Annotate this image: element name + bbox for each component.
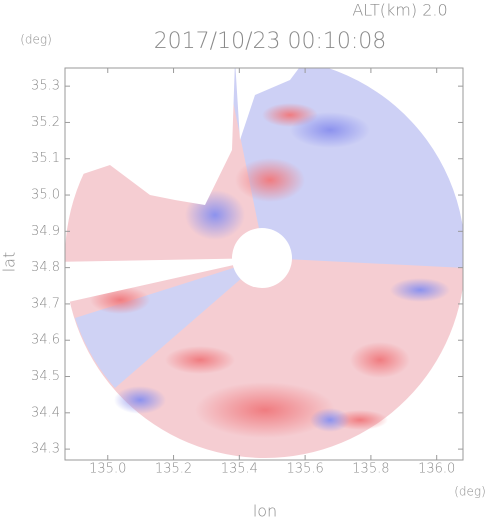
x-axis-label: lon <box>253 502 277 521</box>
chart-title: 2017/10/23 00:10:08 <box>154 29 387 54</box>
radar-echo <box>195 382 335 438</box>
radar-echo <box>165 346 235 374</box>
y-tick-label: 34.9 <box>31 224 60 239</box>
altitude-label: ALT(km) 2.0 <box>352 1 447 20</box>
radar-lower-left <box>75 258 265 388</box>
radar-center <box>232 228 292 288</box>
radar-gap <box>65 258 265 303</box>
y-unit: (deg) <box>20 33 52 47</box>
y-axis-label: lat <box>0 252 19 273</box>
x-tick-label: 135.0 <box>89 462 126 477</box>
no-echo-area <box>235 68 299 140</box>
y-tick-label: 34.8 <box>31 260 60 275</box>
radar-echo <box>350 342 410 378</box>
x-tick-label: 135.8 <box>352 462 389 477</box>
y-tick-label: 34.5 <box>31 369 60 384</box>
y-tick-label: 35.2 <box>31 115 60 130</box>
radar-echo <box>310 408 350 432</box>
x-tick-label: 135.6 <box>287 462 324 477</box>
radar-echo <box>114 386 166 414</box>
plot-frame <box>64 67 464 461</box>
x-unit: (deg) <box>454 485 486 499</box>
no-echo-area <box>65 68 235 205</box>
y-tick-label: 34.4 <box>31 405 60 420</box>
radar-field <box>65 68 463 458</box>
y-tick-label: 35.3 <box>31 79 60 94</box>
x-tick-label: 135.4 <box>221 462 258 477</box>
x-tick-label: 135.2 <box>155 462 192 477</box>
y-tick-label: 35.0 <box>31 188 60 203</box>
radar-echo <box>390 278 450 302</box>
radar-echo <box>235 158 305 202</box>
radar-echo <box>290 112 370 148</box>
y-tick-label: 34.6 <box>31 333 60 348</box>
x-tick-label: 136.0 <box>418 462 455 477</box>
y-tick-label: 35.1 <box>31 151 60 166</box>
y-tick-label: 34.7 <box>31 296 60 311</box>
y-tick-label: 34.3 <box>31 442 60 457</box>
